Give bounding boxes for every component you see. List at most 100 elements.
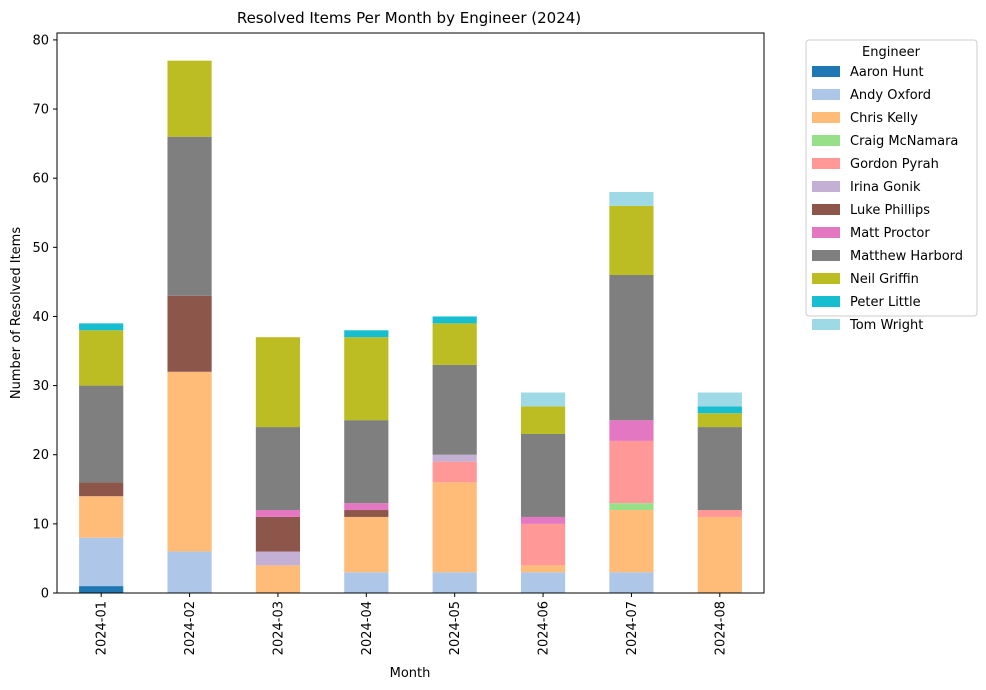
- y-axis: 0 10 20 30 40 50 60 70 80: [32, 33, 57, 602]
- x-tick-label: 2024-08: [713, 601, 728, 655]
- y-tick-label: 10: [32, 517, 49, 532]
- bar-segment: [609, 572, 654, 593]
- bar-segment: [167, 136, 212, 296]
- x-tick-label: 2024-01: [95, 601, 110, 655]
- legend-swatch: [812, 112, 840, 123]
- chart-title: Resolved Items Per Month by Engineer (20…: [237, 9, 581, 27]
- bar-segment: [520, 565, 566, 573]
- legend-label: Neil Griffin: [850, 272, 919, 287]
- legend-label: Matt Proctor: [850, 226, 930, 241]
- bar-segment: [79, 537, 124, 587]
- bar-segment: [167, 551, 212, 593]
- y-tick-label: 50: [32, 241, 49, 256]
- x-axis: 2024-01 2024-02 2024-03 2024-04 2024-05 2024-…: [95, 593, 728, 655]
- bar-segment: [520, 516, 566, 524]
- legend-frame: [805, 39, 978, 317]
- bar-segment: [255, 551, 301, 566]
- bar-segment: [79, 323, 124, 331]
- bar-segment: [609, 274, 654, 421]
- legend-label: Peter Little: [850, 295, 921, 310]
- x-tick-label: 2024-03: [271, 601, 286, 655]
- legend-label: Luke Phillips: [850, 203, 930, 218]
- legend-label: Tom Wright: [849, 318, 923, 333]
- bar-segment: [520, 433, 566, 517]
- plot-frame: [56, 32, 765, 594]
- x-tick-label: 2024-02: [183, 601, 198, 655]
- y-axis-title: Number of Resolved Items: [9, 227, 24, 399]
- bar-segment: [697, 413, 742, 428]
- bar-segment: [79, 482, 124, 497]
- legend-swatch: [812, 319, 840, 330]
- bar-segment: [432, 482, 477, 573]
- x-tick-label: 2024-05: [448, 601, 463, 655]
- bars-layer: [79, 60, 742, 593]
- bar-segment: [432, 323, 477, 365]
- bar-segment: [79, 586, 124, 593]
- legend-swatch: [812, 204, 840, 215]
- legend-items: Aaron Hunt Andy Oxford Chris Kelly Craig Mc…: [812, 65, 963, 333]
- bar-segment: [255, 565, 301, 593]
- legend-swatch: [812, 296, 840, 307]
- bar-segment: [697, 406, 742, 414]
- bar-segment: [255, 427, 301, 511]
- legend-swatch: [812, 89, 840, 100]
- bar-segment: [432, 364, 477, 455]
- bar-segment: [609, 205, 654, 275]
- legend-label: Gordon Pyrah: [850, 157, 939, 172]
- bar-segment: [167, 60, 212, 137]
- bar-segment: [255, 337, 301, 428]
- x-tick-label: 2024-06: [537, 601, 552, 655]
- bar-segment: [520, 392, 566, 407]
- legend-label: Andy Oxford: [850, 88, 931, 103]
- bar-segment: [432, 454, 477, 462]
- legend-swatch: [812, 181, 840, 192]
- bar-segment: [609, 420, 654, 441]
- x-tick-label: 2024-04: [360, 601, 375, 655]
- x-axis-title: Month: [390, 666, 431, 681]
- y-tick-label: 40: [32, 310, 49, 325]
- bar-segment: [344, 516, 389, 573]
- legend-label: Chris Kelly: [850, 111, 918, 126]
- bar-segment: [344, 330, 389, 338]
- legend: Engineer Aaron Hunt Andy Oxford Chris Kell…: [805, 39, 978, 333]
- bar-segment: [79, 496, 124, 538]
- bar-segment: [520, 406, 566, 434]
- bar-segment: [255, 510, 301, 517]
- bar-segment: [697, 427, 742, 511]
- legend-label: Matthew Harbord: [850, 249, 963, 264]
- bar-segment: [79, 385, 124, 483]
- bar-segment: [432, 461, 477, 483]
- bar-segment: [609, 192, 654, 206]
- bar-segment: [344, 572, 389, 593]
- y-tick-label: 80: [32, 33, 49, 48]
- bar-segment: [344, 510, 389, 517]
- y-tick-label: 30: [32, 379, 49, 394]
- bar-segment: [520, 523, 566, 566]
- legend-swatch: [812, 66, 840, 77]
- y-tick-label: 0: [41, 587, 49, 602]
- bar-segment: [255, 516, 301, 552]
- bar-segment: [697, 510, 742, 517]
- legend-label: Craig McNamara: [850, 134, 958, 149]
- bar-segment: [432, 572, 477, 593]
- bar-segment: [697, 392, 742, 407]
- bar-segment: [697, 516, 742, 593]
- bar-segment: [609, 510, 654, 573]
- bar-segment: [609, 503, 654, 511]
- legend-swatch: [812, 273, 840, 284]
- y-tick-label: 70: [32, 103, 49, 118]
- bar-segment: [344, 337, 389, 421]
- y-tick-label: 60: [32, 172, 49, 187]
- legend-title: Engineer: [862, 45, 921, 60]
- legend-swatch: [812, 158, 840, 169]
- bar-segment: [432, 316, 477, 324]
- bar-segment: [520, 572, 566, 593]
- bar-segment: [344, 503, 389, 511]
- bar-segment: [609, 440, 654, 504]
- legend-swatch: [812, 227, 840, 238]
- legend-label: Irina Gonik: [850, 180, 921, 195]
- y-tick-label: 20: [32, 448, 49, 463]
- bar-segment: [79, 330, 124, 386]
- bar-segment: [344, 420, 389, 504]
- bar-segment: [167, 295, 212, 372]
